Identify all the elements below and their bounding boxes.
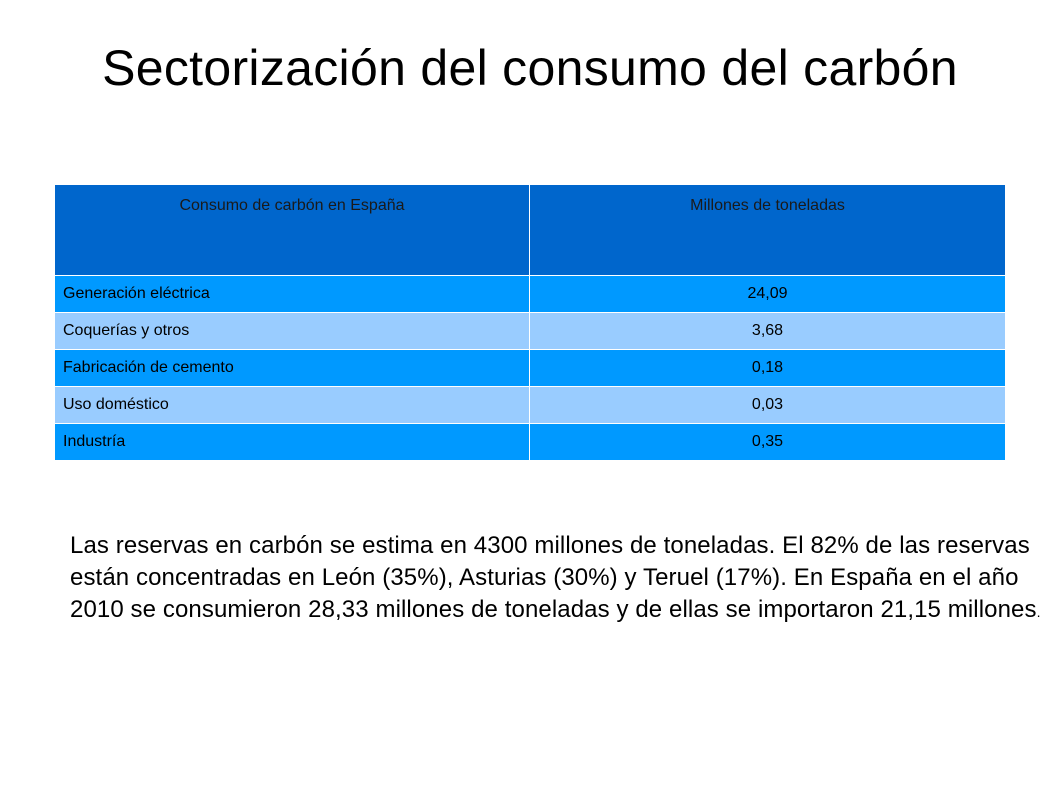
reserves-paragraph: Las reservas en carbón se estima en 4300…: [70, 530, 1055, 628]
coal-consumption-table: Consumo de carbón en España Millones de …: [54, 184, 1006, 461]
table-row: Industría 0,35: [54, 423, 1006, 461]
tonnes-cell: 24,09: [529, 275, 1006, 313]
sector-cell: Generación eléctrica: [54, 275, 530, 313]
column-header-sector: Consumo de carbón en España: [54, 184, 530, 276]
table-header-row: Consumo de carbón en España Millones de …: [54, 184, 1006, 276]
tonnes-cell: 0,35: [529, 423, 1006, 461]
table-row: Coquerías y otros 3,68: [54, 312, 1006, 350]
tonnes-cell: 0,03: [529, 386, 1006, 424]
tonnes-cell: 3,68: [529, 312, 1006, 350]
table-row: Uso doméstico 0,03: [54, 386, 1006, 424]
final-period: .: [1036, 604, 1041, 620]
table-row: Fabricación de cemento 0,18: [54, 349, 1006, 387]
sector-cell: Fabricación de cemento: [54, 349, 530, 387]
sector-cell: Coquerías y otros: [54, 312, 530, 350]
tonnes-cell: 0,18: [529, 349, 1006, 387]
reserves-text: Las reservas en carbón se estima en 4300…: [70, 532, 1037, 623]
table-row: Generación eléctrica 24,09: [54, 275, 1006, 313]
sector-cell: Industría: [54, 423, 530, 461]
sector-cell: Uso doméstico: [54, 386, 530, 424]
column-header-tonnes: Millones de toneladas: [529, 184, 1006, 276]
slide-title: Sectorización del consumo del carbón: [102, 40, 958, 96]
